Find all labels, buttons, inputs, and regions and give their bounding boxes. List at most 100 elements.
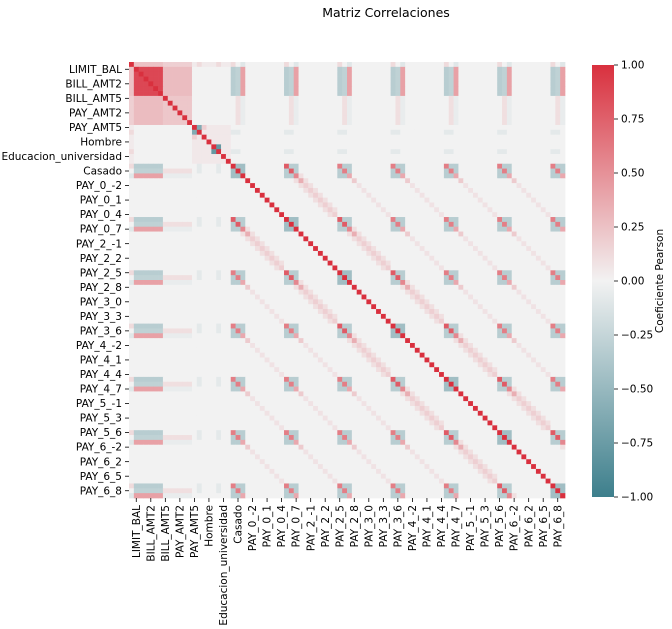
heatmap-cell [162,289,169,295]
heatmap-cell [167,158,173,165]
heatmap-cell [129,192,135,198]
heatmap-cell [366,207,372,213]
heatmap-cell [221,110,227,116]
heatmap-cell [531,91,537,97]
heatmap-cell [506,120,513,126]
heatmap-cell [560,260,566,266]
heatmap-cell [162,207,169,213]
heatmap-cell [211,313,217,320]
heatmap-cell [463,280,469,286]
heatmap-cell [187,183,193,189]
heatmap-cell [322,265,328,271]
heatmap-cell [259,250,265,257]
heatmap-cell [434,265,440,271]
heatmap-cell [254,255,261,261]
heatmap-cell [434,294,440,300]
heatmap-cell [133,139,140,145]
heatmap-cell [284,299,290,305]
heatmap-cell [506,255,513,261]
heatmap-cell [414,265,421,271]
heatmap-cell [385,163,391,169]
heatmap-cell [129,110,135,116]
heatmap-cell [492,81,498,87]
heatmap-cell [211,284,217,291]
heatmap-cell [172,241,178,247]
heatmap-cell [129,280,135,286]
heatmap-cell [390,149,396,155]
heatmap-cell [148,313,154,320]
heatmap-cell [351,158,358,165]
heatmap-cell [560,120,566,126]
heatmap-cell [284,158,290,165]
heatmap-cell [472,110,479,116]
heatmap-cell [293,154,299,160]
heatmap-cell [143,183,149,189]
heatmap-cell [201,323,207,329]
heatmap-cell [555,323,561,329]
heatmap-cell [269,260,275,266]
heatmap-cell [177,149,183,155]
heatmap-cell [245,289,251,295]
heatmap-cell [434,154,440,160]
heatmap-cell [240,255,246,261]
heatmap-cell [545,100,551,106]
heatmap-cell [245,66,251,73]
heatmap-cell [492,323,498,329]
heatmap-cell [332,91,338,97]
heatmap-cell [206,187,212,194]
heatmap-cell [293,309,299,315]
heatmap-cell [351,318,358,324]
heatmap-cell [540,95,546,102]
heatmap-cell [506,129,513,136]
heatmap-cell [453,280,459,286]
heatmap-cell [487,115,493,121]
heatmap-cell [492,212,498,218]
heatmap-cell [235,217,241,223]
heatmap-cell [138,115,144,121]
heatmap-cell [380,265,387,271]
heatmap-cell [182,275,188,281]
heatmap-cell [298,134,304,140]
heatmap-cell [250,139,256,145]
heatmap-cell [162,260,169,266]
heatmap-cell [313,294,319,300]
heatmap-cell [419,275,425,281]
heatmap-cell [472,173,479,179]
heatmap-cell [535,139,542,145]
heatmap-cell [376,158,382,165]
heatmap-cell [221,173,227,179]
heatmap-cell [279,250,285,257]
heatmap-cell [366,246,372,252]
heatmap-cell [133,241,140,247]
heatmap-cell [187,207,193,213]
heatmap-cell [143,71,149,77]
heatmap-cell [240,134,246,140]
heatmap-cell [361,81,367,87]
heatmap-cell [298,129,304,136]
heatmap-cell [216,139,222,145]
heatmap-cell [468,212,474,218]
heatmap-cell [211,275,217,281]
heatmap-cell [133,192,140,198]
heatmap-cell [472,202,479,208]
heatmap-cell [405,110,411,116]
heatmap-cell [555,192,561,198]
heatmap-cell [230,187,236,194]
heatmap-cell [259,115,265,121]
heatmap-cell [472,318,479,324]
heatmap-cell [390,187,396,194]
heatmap-cell [366,294,372,300]
heatmap-cell [148,178,154,184]
heatmap-cell [439,173,445,179]
heatmap-cell [201,120,207,126]
heatmap-cell [308,318,314,324]
heatmap-cell [187,280,193,286]
heatmap-cell [303,168,309,174]
heatmap-cell [550,76,556,82]
heatmap-cell [332,95,338,102]
heatmap-cell [250,309,256,315]
heatmap-cell [419,226,425,232]
heatmap-cell [371,236,377,242]
heatmap-cell [216,217,222,223]
heatmap-cell [298,323,304,329]
